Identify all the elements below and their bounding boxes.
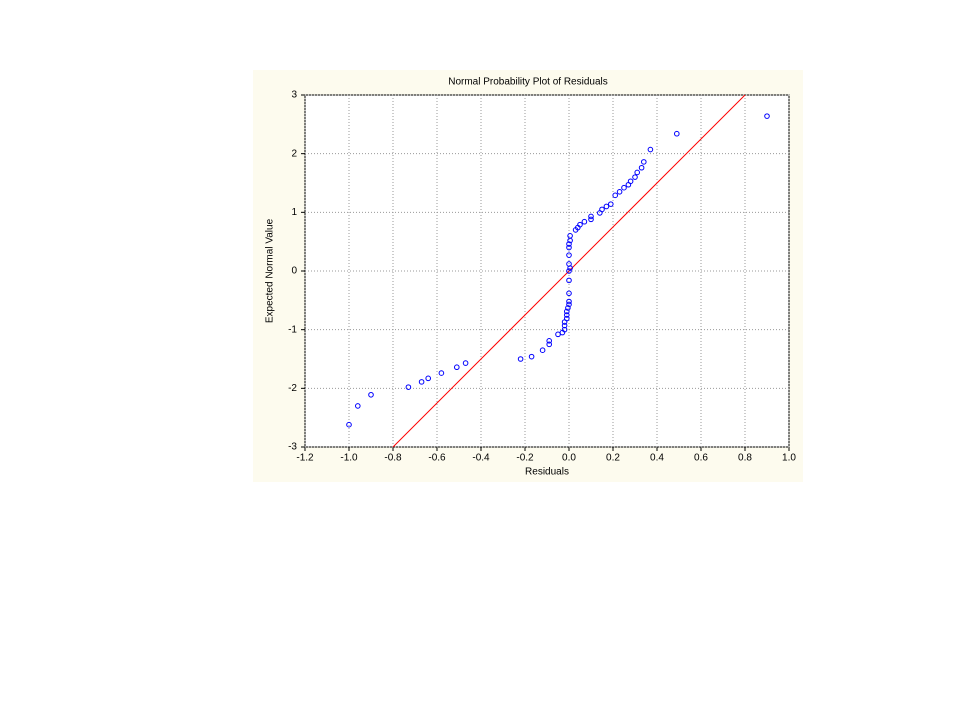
x-axis-label: Residuals [525, 467, 569, 478]
y-tick-label: 2 [291, 148, 297, 159]
data-point [425, 375, 432, 382]
data-point [462, 360, 469, 366]
y-tick-label: -2 [288, 383, 297, 394]
data-point [368, 391, 374, 398]
y-tick-label: -3 [288, 442, 297, 453]
x-tick-label: 1.0 [782, 453, 796, 464]
data-point [454, 364, 460, 371]
data-point [564, 312, 570, 318]
data-point [566, 244, 572, 251]
data-point [621, 184, 627, 191]
data-point [539, 347, 546, 354]
data-point [632, 174, 638, 180]
plot-area [304, 94, 790, 448]
data-point [561, 322, 568, 329]
data-point [355, 403, 361, 409]
x-tick-label: -0.8 [384, 453, 402, 464]
data-point [599, 206, 605, 213]
x-tick-label: -1.0 [340, 453, 358, 464]
data-point [566, 301, 572, 308]
x-tick-label: 0.8 [738, 453, 752, 464]
data-point [517, 356, 524, 362]
data-point [603, 203, 610, 210]
data-point [546, 338, 553, 344]
x-tick-label: -0.4 [472, 453, 490, 464]
data-point [546, 341, 553, 348]
data-point [564, 315, 570, 322]
x-tick-label: 0.6 [694, 453, 708, 464]
y-axis-label: Expected Normal Value [265, 218, 276, 323]
data-point [565, 305, 571, 311]
data-point [418, 379, 425, 385]
data-point [627, 178, 634, 185]
data-point [438, 370, 445, 376]
data-point [567, 233, 573, 239]
data-point [638, 164, 645, 171]
data-point [616, 189, 623, 195]
data-point [566, 252, 572, 258]
data-point [647, 146, 654, 153]
x-tick-label: 0.2 [606, 453, 620, 464]
data-point [764, 113, 770, 119]
chart-title: Normal Probability Plot of Residuals [448, 77, 608, 88]
data-point [612, 192, 619, 199]
data-point [641, 159, 647, 165]
x-tick-label: 0.4 [650, 453, 664, 464]
data-point [346, 421, 352, 428]
data-point [566, 261, 572, 267]
data-point [577, 221, 583, 228]
x-tick-label: 0.0 [562, 453, 576, 464]
x-tick-label: -0.6 [428, 453, 446, 464]
data-point [405, 384, 412, 390]
y-tick-label: -1 [288, 324, 297, 335]
data-point [566, 298, 572, 305]
data-point [581, 218, 588, 225]
data-point [608, 201, 614, 207]
data-point [566, 268, 572, 274]
x-tick-label: -0.2 [516, 453, 534, 464]
data-point [564, 308, 570, 315]
data-point [588, 216, 594, 223]
y-tick-label: 3 [291, 90, 297, 101]
data-point [566, 290, 572, 297]
data-point [528, 353, 535, 360]
data-point [674, 130, 680, 137]
fit-line [392, 94, 746, 448]
y-tick-label: 0 [291, 266, 297, 277]
y-tick-label: 1 [291, 207, 297, 218]
data-point [634, 169, 641, 176]
data-point [566, 277, 572, 284]
x-tick-label: -1.2 [296, 453, 314, 464]
data-point [566, 241, 572, 247]
data-point [588, 213, 594, 220]
